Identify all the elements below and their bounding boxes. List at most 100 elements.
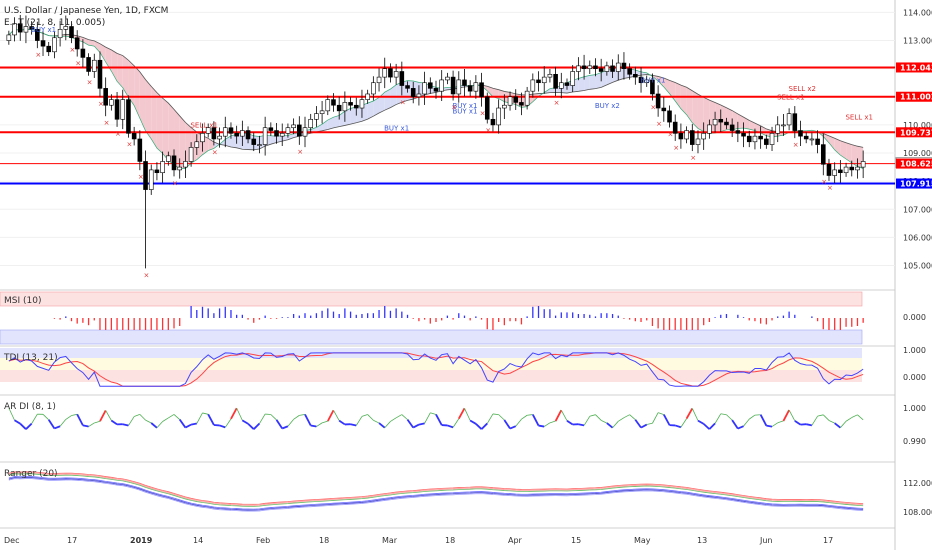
ma-cloud-segment <box>373 97 380 117</box>
ardi-line-segment <box>94 420 101 424</box>
candle <box>12 17 17 42</box>
ardi-line-segment <box>326 409 335 422</box>
candle-body <box>291 124 296 129</box>
candle <box>775 116 781 143</box>
ardi-line-segment <box>583 416 591 426</box>
ardi-line-segment <box>492 413 499 416</box>
sell-marker: × <box>104 119 110 127</box>
candle <box>91 53 97 78</box>
ma-cloud-segment <box>333 115 340 128</box>
candle <box>148 164 154 195</box>
price-tag-text: 108.625 <box>900 160 932 169</box>
ma-cloud-segment <box>128 60 135 106</box>
ardi-line-segment <box>691 408 699 421</box>
msi-pane[interactable] <box>0 291 864 345</box>
candle <box>530 73 536 98</box>
ardi-line-segment <box>333 410 340 421</box>
candle <box>183 150 188 179</box>
ardi-line-segment <box>406 419 414 429</box>
ma-cloud-segment <box>356 105 362 123</box>
ardi-line-segment <box>726 414 733 421</box>
ardi-line-segment <box>486 413 494 424</box>
sell-marker: × <box>400 98 406 106</box>
candle <box>211 121 217 146</box>
candle <box>809 132 815 146</box>
candle <box>109 94 114 111</box>
candle <box>57 20 63 47</box>
candle <box>314 106 319 127</box>
candle <box>832 162 837 184</box>
ardi-line-segment <box>281 425 289 430</box>
ardi-line-segment <box>475 423 483 430</box>
candle-body <box>114 99 120 120</box>
candle-body <box>661 107 667 112</box>
candle <box>240 120 245 146</box>
ardi-line-segment <box>464 408 471 421</box>
candle <box>524 86 530 110</box>
candle-body <box>610 65 615 72</box>
ardi-line-segment <box>71 413 78 416</box>
candle <box>177 158 183 179</box>
ardi-pane[interactable] <box>8 407 864 430</box>
ardi-tick-1: 1.000 <box>903 404 926 413</box>
ranger-pane[interactable] <box>8 471 864 512</box>
ardi-line-segment <box>373 419 380 424</box>
candle <box>376 68 382 92</box>
candle-body <box>183 161 188 168</box>
candle-body <box>336 104 342 112</box>
tdi-pane[interactable] <box>0 348 864 387</box>
candle <box>701 122 706 150</box>
candle-body <box>633 73 638 78</box>
candle <box>490 112 496 132</box>
candle <box>279 123 285 146</box>
ardi-line-segment <box>184 423 192 429</box>
candle-body <box>143 161 148 190</box>
ma-cloud-segment <box>578 76 585 92</box>
candle <box>422 71 427 105</box>
candle-body <box>815 138 820 145</box>
time-axis[interactable]: Dec 17 2019 14 Feb 18 Mar 18 Apr 15 May 13 Jun 17 <box>4 536 833 545</box>
candle <box>217 127 222 148</box>
candle <box>502 94 507 120</box>
ardi-line-segment <box>509 425 517 430</box>
candle-body <box>188 147 194 162</box>
candle <box>35 21 40 49</box>
ma-cloud-segment <box>88 39 95 47</box>
ardi-line-segment <box>224 418 232 428</box>
candle <box>297 116 302 145</box>
candle <box>536 71 541 92</box>
ardi-line-segment <box>634 419 642 429</box>
candle-body <box>325 99 331 112</box>
ardi-line-segment <box>766 424 773 428</box>
candle <box>200 123 205 152</box>
ma-cloud-segment <box>692 90 698 129</box>
ardi-line-segment <box>196 412 203 424</box>
candle <box>826 158 832 181</box>
candle-body <box>724 121 729 126</box>
ardi-line-segment <box>697 419 705 425</box>
candle <box>803 131 809 144</box>
candle-body <box>371 82 376 95</box>
candle <box>416 85 422 106</box>
candle <box>746 130 752 148</box>
candle-body <box>843 166 849 174</box>
ardi-line-segment <box>714 413 722 424</box>
candle <box>131 126 137 146</box>
ardi-line-segment <box>134 414 140 417</box>
candle-body <box>467 85 473 92</box>
ardi-line-segment <box>543 422 551 427</box>
ardi-line-segment <box>8 407 15 421</box>
ardi-line-segment <box>532 414 540 426</box>
candle <box>365 89 370 104</box>
ranger-band-line <box>8 476 864 510</box>
price-tick-label: 113.000 <box>903 37 932 46</box>
candle-body <box>268 127 274 131</box>
ardi-line-segment <box>270 414 277 421</box>
price-axis[interactable]: 114.000113.000112.000111.000110.000109.0… <box>895 8 932 271</box>
candle-body <box>376 76 382 84</box>
candle <box>610 59 615 78</box>
ma-cloud-segment <box>322 119 328 131</box>
candle-body <box>302 127 308 137</box>
